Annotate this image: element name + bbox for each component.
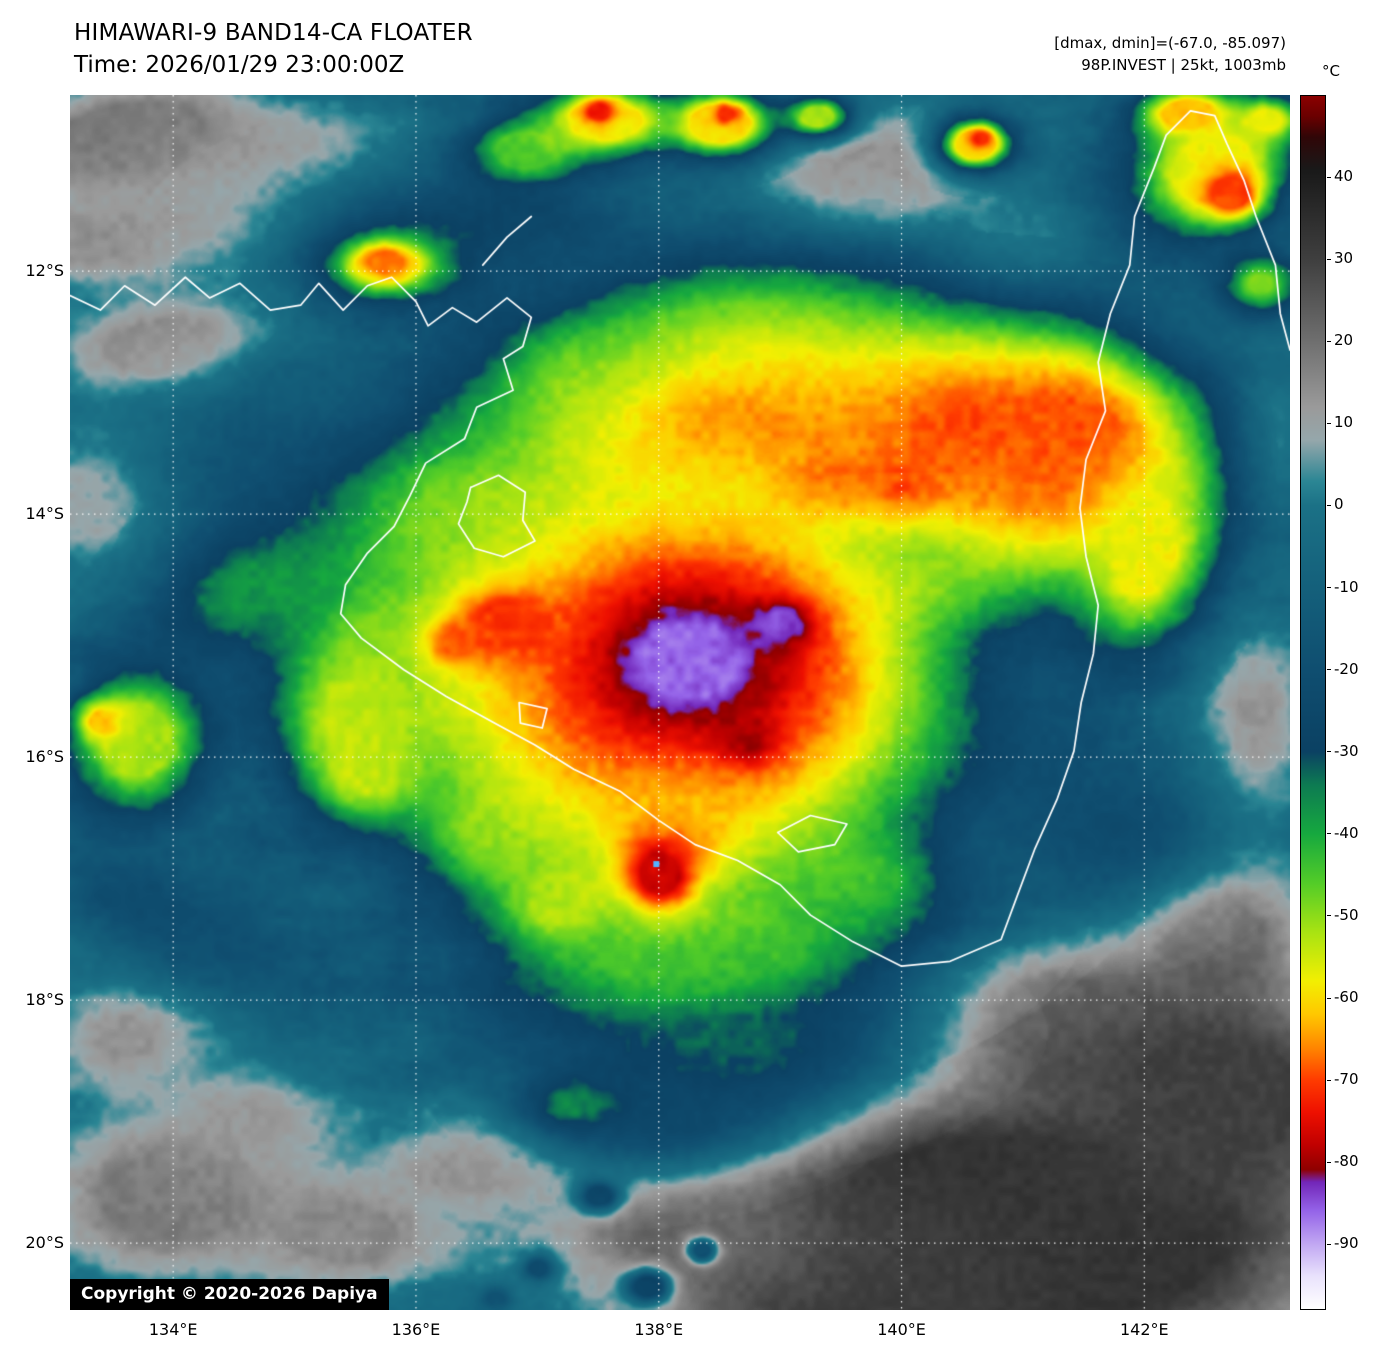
colorbar-tick-mark (1327, 504, 1331, 506)
colorbar-tick-label: -20 (1334, 659, 1359, 678)
colorbar-tick-mark (1327, 997, 1331, 999)
colorbar-tick-mark (1327, 1079, 1331, 1081)
lat-axis-label: 16°S (25, 747, 64, 767)
colorbar-tick-mark (1327, 176, 1331, 178)
lon-axis-label: 134°E (148, 1320, 198, 1339)
lat-axis-label: 20°S (25, 1233, 64, 1253)
lon-axis-label: 138°E (634, 1320, 684, 1339)
colorbar-tick-mark (1327, 1161, 1331, 1163)
colorbar-unit-label: °C (1322, 62, 1340, 80)
colorbar-tick-label: -90 (1334, 1234, 1359, 1253)
colorbar-tick-label: 30 (1334, 249, 1354, 268)
header-right: [dmax, dmin]=(-67.0, -85.097) 98P.INVEST… (1054, 32, 1286, 76)
copyright-label: Copyright © 2020-2026 Dapiya (70, 1279, 389, 1310)
product-title: HIMAWARI-9 BAND14-CA FLOATER (74, 20, 473, 46)
colorbar-tick-label: -40 (1334, 823, 1359, 842)
colorbar (1300, 95, 1326, 1310)
lon-axis-label: 136°E (391, 1320, 441, 1339)
colorbar-gradient (1301, 96, 1325, 1309)
colorbar-tick-label: -60 (1334, 988, 1359, 1007)
colorbar-tick-mark (1327, 833, 1331, 835)
colorbar-tick-label: 0 (1334, 495, 1344, 514)
lon-axis-label: 140°E (877, 1320, 926, 1339)
colorbar-tick-label: 40 (1334, 167, 1354, 186)
satellite-image-canvas (70, 95, 1290, 1310)
lat-axis-label: 14°S (25, 504, 64, 524)
colorbar-tick-label: -10 (1334, 577, 1359, 596)
colorbar-tick-mark (1327, 1243, 1331, 1245)
colorbar-tick-mark (1327, 751, 1331, 753)
colorbar-tick-mark (1327, 340, 1331, 342)
colorbar-tick-label: 20 (1334, 331, 1354, 350)
timestamp: Time: 2026/01/29 23:00:00Z (74, 52, 405, 78)
dmax-dmin-readout: [dmax, dmin]=(-67.0, -85.097) (1054, 34, 1286, 52)
storm-info: 98P.INVEST | 25kt, 1003mb (1081, 56, 1286, 74)
colorbar-tick-label: -30 (1334, 741, 1359, 760)
colorbar-tick-mark (1327, 669, 1331, 671)
colorbar-tick-label: 10 (1334, 413, 1354, 432)
colorbar-tick-label: -70 (1334, 1070, 1359, 1089)
map-area: Copyright © 2020-2026 Dapiya (70, 95, 1290, 1310)
lat-axis-label: 18°S (25, 990, 64, 1010)
colorbar-tick-mark (1327, 258, 1331, 260)
colorbar-tick-label: -50 (1334, 905, 1359, 924)
colorbar-tick-label: -80 (1334, 1152, 1359, 1171)
colorbar-tick-mark (1327, 587, 1331, 589)
colorbar-tick-mark (1327, 915, 1331, 917)
colorbar-tick-mark (1327, 422, 1331, 424)
lat-axis-label: 12°S (25, 261, 64, 281)
lon-axis-label: 142°E (1120, 1320, 1169, 1339)
